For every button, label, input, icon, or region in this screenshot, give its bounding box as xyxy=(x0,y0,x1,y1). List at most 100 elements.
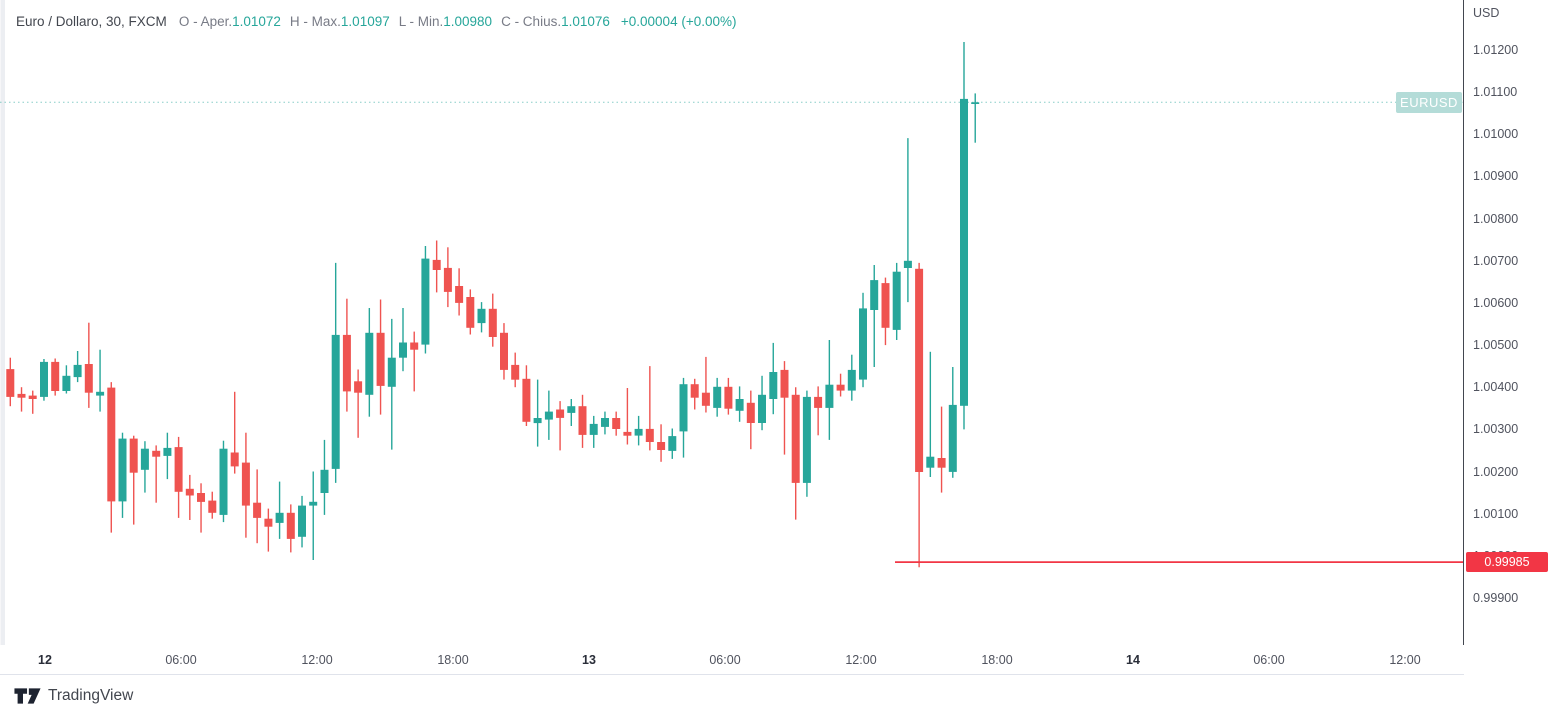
candle-body xyxy=(814,396,823,408)
tradingview-logo[interactable]: TradingView xyxy=(14,686,133,706)
candle[interactable] xyxy=(73,351,82,383)
candle[interactable] xyxy=(320,439,329,515)
candle[interactable] xyxy=(62,365,71,394)
candle[interactable] xyxy=(522,365,531,426)
candle[interactable] xyxy=(455,268,464,316)
candle[interactable] xyxy=(354,369,363,438)
candle[interactable] xyxy=(645,366,654,451)
candle[interactable] xyxy=(107,382,116,533)
candle[interactable] xyxy=(466,289,475,335)
candle[interactable] xyxy=(769,342,778,415)
candle[interactable] xyxy=(870,265,879,367)
candle[interactable] xyxy=(657,424,666,462)
candle[interactable] xyxy=(825,340,834,440)
candle[interactable] xyxy=(286,504,295,553)
candle[interactable] xyxy=(477,302,486,333)
candle[interactable] xyxy=(960,42,968,430)
candle[interactable] xyxy=(948,367,957,478)
candle[interactable] xyxy=(118,432,127,518)
candle[interactable] xyxy=(701,356,710,413)
candle[interactable] xyxy=(129,435,138,525)
candle[interactable] xyxy=(735,386,744,422)
candle[interactable] xyxy=(634,415,643,446)
candle[interactable] xyxy=(690,378,699,410)
candle[interactable] xyxy=(275,481,284,539)
candle[interactable] xyxy=(488,293,497,347)
candles-layer[interactable] xyxy=(6,42,980,568)
candle[interactable] xyxy=(500,323,508,380)
candle[interactable] xyxy=(903,138,912,303)
candle[interactable] xyxy=(443,247,452,308)
candle[interactable] xyxy=(197,483,205,533)
candle[interactable] xyxy=(6,357,15,407)
candle[interactable] xyxy=(544,390,553,440)
candle[interactable] xyxy=(556,401,565,451)
candle[interactable] xyxy=(230,391,239,474)
legend-symbol-title[interactable]: Euro / Dollaro, 30, FXCM xyxy=(16,14,167,29)
symbol-price-label-badge: EURUSD xyxy=(1396,92,1462,113)
candle[interactable] xyxy=(802,390,811,497)
candle[interactable] xyxy=(780,361,789,455)
candle[interactable] xyxy=(241,432,250,538)
candle[interactable] xyxy=(185,474,194,520)
candle[interactable] xyxy=(219,440,228,523)
candle[interactable] xyxy=(567,399,576,426)
candle[interactable] xyxy=(163,432,172,480)
candle[interactable] xyxy=(399,308,407,372)
candle[interactable] xyxy=(28,390,37,414)
candle[interactable] xyxy=(376,299,385,415)
candle[interactable] xyxy=(791,387,800,520)
candle[interactable] xyxy=(17,387,26,412)
candle[interactable] xyxy=(746,390,755,450)
candle[interactable] xyxy=(264,508,273,552)
candle[interactable] xyxy=(859,292,867,388)
candle[interactable] xyxy=(881,277,890,346)
candle[interactable] xyxy=(814,386,823,436)
candle[interactable] xyxy=(847,354,856,401)
candle[interactable] xyxy=(365,308,374,417)
candle[interactable] xyxy=(533,379,542,447)
candle[interactable] xyxy=(601,411,609,435)
candle[interactable] xyxy=(589,415,598,448)
time-scale[interactable]: 12 06:00 12:00 18:00 13 06:00 12:00 18:00 14 06:0… xyxy=(0,645,1552,674)
candle[interactable] xyxy=(724,377,733,415)
candle[interactable] xyxy=(623,388,632,445)
candle[interactable] xyxy=(410,331,419,392)
candle[interactable] xyxy=(679,377,688,458)
time-axis-label: 06:00 xyxy=(709,653,741,667)
candle[interactable] xyxy=(926,351,935,477)
candle[interactable] xyxy=(152,445,161,503)
candle[interactable] xyxy=(432,240,441,293)
candle[interactable] xyxy=(836,373,845,397)
candle[interactable] xyxy=(51,358,60,396)
candle[interactable] xyxy=(96,349,105,412)
candle[interactable] xyxy=(915,262,924,568)
candle[interactable] xyxy=(342,298,351,412)
candle-body xyxy=(51,361,60,391)
candle[interactable] xyxy=(140,441,149,493)
candle[interactable] xyxy=(387,318,396,450)
candle[interactable] xyxy=(331,262,340,483)
candle[interactable] xyxy=(971,93,980,143)
candle[interactable] xyxy=(713,377,722,417)
candle[interactable] xyxy=(511,352,520,388)
candle[interactable] xyxy=(668,428,677,459)
candle-body xyxy=(354,381,363,393)
candle[interactable] xyxy=(578,394,587,448)
candle[interactable] xyxy=(298,495,306,548)
candle[interactable] xyxy=(40,359,48,401)
candle[interactable] xyxy=(758,375,766,431)
candle[interactable] xyxy=(937,406,946,493)
candle[interactable] xyxy=(612,411,621,436)
candle[interactable] xyxy=(421,246,430,354)
candle[interactable] xyxy=(84,322,93,408)
candle[interactable] xyxy=(892,262,901,340)
candle[interactable] xyxy=(208,491,217,519)
tradingview-logo-text: TradingView xyxy=(48,687,134,704)
price-axis-label: 1.00100 xyxy=(1473,507,1519,521)
candle[interactable] xyxy=(174,436,183,518)
candle[interactable] xyxy=(253,469,262,544)
price-scale[interactable]: USD 1.01200 1.01100 1.01000 1.00900 1.00800 1… xyxy=(1464,0,1552,676)
candle[interactable] xyxy=(309,471,318,561)
